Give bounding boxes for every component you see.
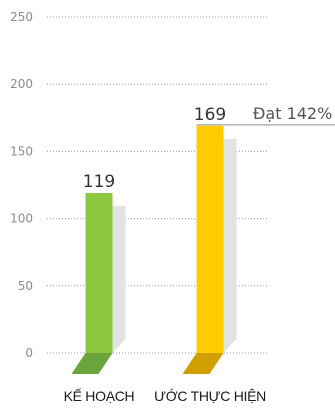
- bar-2: [196, 125, 224, 353]
- y-axis-ticks: 0 50 100 150 200 250: [10, 10, 33, 360]
- y-tick-label-250: 250: [10, 10, 33, 24]
- bar-1: [85, 193, 113, 353]
- y-tick-label-50: 50: [18, 279, 33, 293]
- bar-shadow-2: [223, 138, 237, 353]
- y-tick-label-150: 150: [10, 144, 33, 158]
- labels-layer: 119 KẾ HOẠCH 169 ƯỚC THỰC HIỆN: [64, 105, 335, 404]
- achievement-annotation: Đạt 142%: [253, 104, 332, 123]
- bar-base-1: [71, 353, 113, 374]
- bar-base-2: [182, 353, 224, 374]
- y-tick-label-200: 200: [10, 77, 33, 91]
- y-tick-label-0: 0: [25, 346, 33, 360]
- y-tick-label-100: 100: [10, 212, 33, 226]
- bar-value-label-2: 169: [194, 105, 226, 125]
- category-label-1: KẾ HOẠCH: [64, 388, 135, 404]
- bars-layer: [71, 125, 237, 374]
- category-label-2: ƯỚC THỰC HIỆN: [154, 388, 266, 404]
- bar-shadow-1: [112, 206, 126, 353]
- bar-value-label-1: 119: [83, 172, 115, 192]
